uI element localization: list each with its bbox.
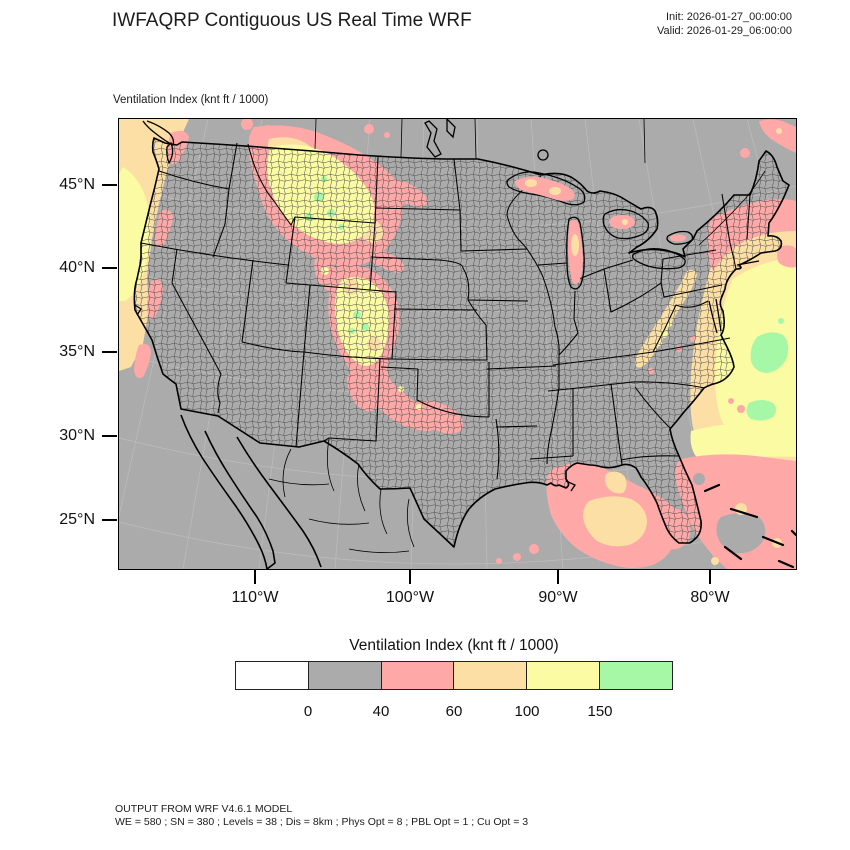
ytick-40n: 40°N [59, 259, 95, 276]
xtick-80w: 80°W [690, 589, 730, 606]
state-borders [140, 142, 751, 480]
ytick-mark [102, 435, 117, 437]
legend-tick-labels: 0 40 60 100 150 [235, 703, 673, 723]
xtick-110w: 110°W [231, 589, 279, 606]
legend-tick-150: 150 [587, 703, 613, 720]
mexico-coastline [180, 414, 322, 569]
legend-tick-40: 40 [372, 703, 390, 720]
page-title: IWFAQRP Contiguous US Real Time WRF [112, 10, 472, 31]
field-label: Ventilation Index (knt ft / 1000) [113, 94, 269, 106]
model-footer: OUTPUT FROM WRF V4.6.1 MODEL WE = 580 ; … [115, 803, 528, 829]
us-ventilation-map [118, 118, 797, 570]
ytick-mark [102, 351, 117, 353]
legend-tick-0: 0 [303, 703, 313, 720]
ytick-mark [102, 267, 117, 269]
xtick-mark [254, 570, 256, 584]
valid-time: Valid: 2026-01-29_06:00:00 [657, 25, 792, 37]
ytick-30n: 30°N [59, 427, 95, 444]
foreign-borders [268, 119, 766, 553]
map-canvas [119, 119, 796, 569]
ytick-25n: 25°N [59, 511, 95, 528]
legend-tick-100: 100 [514, 703, 540, 720]
legend-title: Ventilation Index (knt ft / 1000) [349, 637, 559, 654]
us-coastline [133, 137, 790, 548]
xtick-mark [409, 570, 411, 584]
legend-box-yellow [527, 661, 601, 690]
init-time: Init: 2026-01-27_00:00:00 [666, 11, 792, 23]
ytick-mark [102, 519, 117, 521]
xtick-100w: 100°W [385, 589, 435, 606]
footer-line2: WE = 580 ; SN = 380 ; Levels = 38 ; Dis … [115, 816, 529, 828]
coast-details [134, 119, 760, 492]
ytick-mark [102, 184, 117, 186]
xtick-mark [709, 570, 711, 584]
great-lakes [506, 171, 694, 290]
legend-box-gray [308, 661, 382, 690]
legend-box-white [235, 661, 309, 690]
bahamas-islands [703, 483, 796, 569]
footer-line1: OUTPUT FROM WRF V4.6.1 MODEL [115, 803, 293, 815]
ytick-45n: 45°N [59, 176, 95, 193]
xtick-mark [557, 570, 559, 584]
legend-colorbar [235, 661, 673, 690]
legend-box-green [600, 661, 673, 690]
run-times: Init: 2026-01-27_00:00:00 Valid: 2026-01… [560, 10, 792, 38]
legend-box-pink [381, 661, 455, 690]
legend-box-tan [454, 661, 528, 690]
xtick-90w: 90°W [538, 589, 578, 606]
legend-tick-60: 60 [445, 703, 463, 720]
ytick-35n: 35°N [59, 343, 95, 360]
